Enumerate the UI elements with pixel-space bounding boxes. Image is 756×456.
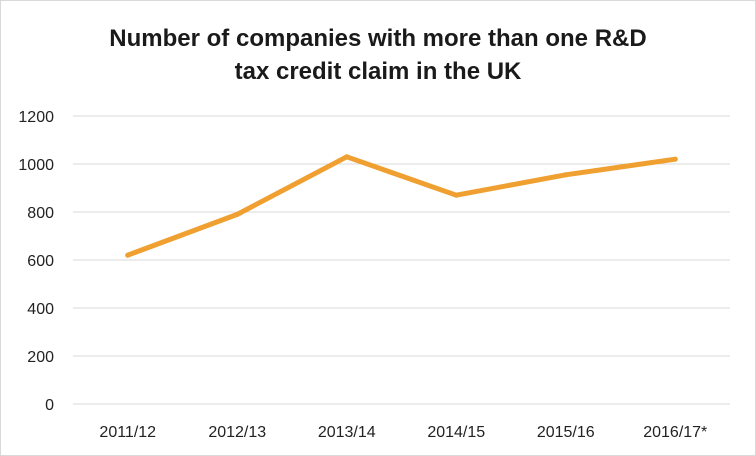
data-point: [234, 211, 240, 217]
y-tick-label: 1000: [18, 157, 54, 174]
chart-title-line-1: Number of companies with more than one R…: [109, 25, 647, 52]
y-tick-label: 1200: [18, 109, 54, 126]
y-tick-label: 200: [27, 349, 54, 366]
data-point: [344, 154, 350, 160]
x-axis-tick-labels: 2011/12 2012/13 2013/14 2014/15 2015/16 2016/…: [99, 424, 707, 441]
chart-title-line-2: tax credit claim in the UK: [234, 58, 522, 85]
gridlines: [73, 115, 730, 405]
data-point: [453, 192, 459, 198]
x-tick-label: 2014/15: [427, 424, 485, 441]
y-tick-label: 800: [27, 205, 54, 222]
chart-title: Number of companies with more than one R…: [0, 22, 756, 88]
x-tick-label: 2013/14: [318, 424, 376, 441]
series-layer: [125, 154, 678, 258]
x-tick-label: 2012/13: [208, 424, 266, 441]
y-tick-label: 0: [45, 397, 54, 414]
y-tick-label: 400: [27, 301, 54, 318]
series-line: [125, 154, 678, 258]
x-tick-label: 2011/12: [99, 424, 156, 441]
y-tick-label: 600: [27, 253, 54, 270]
data-point: [125, 252, 131, 258]
y-axis-tick-labels: 0 200 400 600 800 1000 1200: [18, 109, 54, 414]
x-tick-label: 2016/17*: [643, 424, 707, 441]
x-tick-label: 2015/16: [537, 424, 595, 441]
data-point: [672, 156, 678, 162]
data-point: [563, 172, 569, 178]
